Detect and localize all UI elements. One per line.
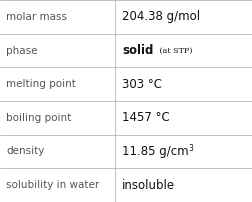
Text: insoluble: insoluble — [122, 179, 175, 192]
Text: solid: solid — [122, 44, 154, 57]
Text: molar mass: molar mass — [6, 12, 67, 22]
Text: 1457 °C: 1457 °C — [122, 111, 170, 124]
Text: melting point: melting point — [6, 79, 76, 89]
Text: 11.85 g/cm: 11.85 g/cm — [122, 145, 189, 158]
Text: phase: phase — [6, 45, 38, 56]
Text: (at STP): (at STP) — [158, 46, 193, 55]
Text: density: density — [6, 146, 45, 157]
Text: 3: 3 — [189, 144, 194, 153]
Text: 204.38 g/mol: 204.38 g/mol — [122, 10, 200, 23]
Text: 303 °C: 303 °C — [122, 78, 162, 91]
Text: solubility in water: solubility in water — [6, 180, 100, 190]
Text: boiling point: boiling point — [6, 113, 72, 123]
